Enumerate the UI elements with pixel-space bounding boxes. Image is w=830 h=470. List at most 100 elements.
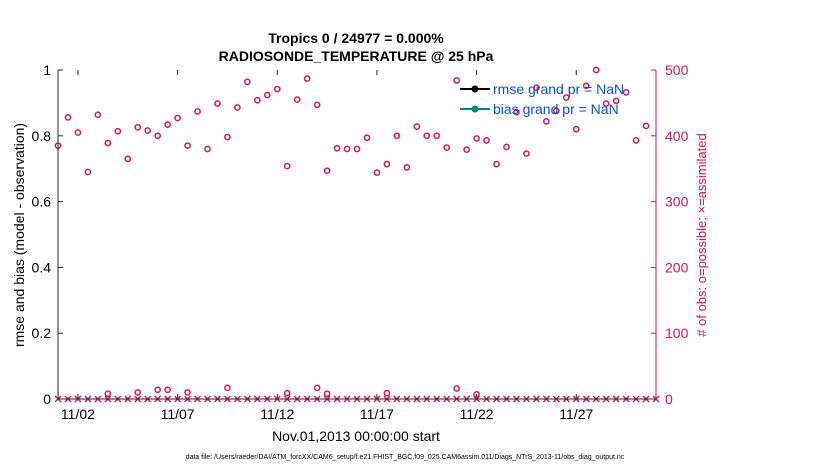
obs-possible-marker xyxy=(543,117,550,125)
y-right-tick-label: 100 xyxy=(665,325,689,341)
obs-possible-marker xyxy=(174,114,181,122)
obs-possible-marker xyxy=(253,96,261,104)
x-tick-label: 11/17 xyxy=(360,406,394,422)
legend-rmse-marker xyxy=(471,85,479,93)
x-tick-label: 11/07 xyxy=(161,406,195,422)
obs-possible-marker xyxy=(552,107,560,115)
obs-possible-marker xyxy=(293,96,301,103)
chart-title-line1: Tropics 0 / 24977 = 0.000% xyxy=(268,30,444,46)
y-left-tick-label: 0 xyxy=(43,391,51,407)
x-tick-label: 11/27 xyxy=(559,406,593,422)
obs-possible-marker xyxy=(622,89,630,96)
obs-possible-marker xyxy=(154,386,162,394)
obs-possible-marker xyxy=(84,168,92,176)
obs-possible-marker xyxy=(184,389,191,396)
legend-bias-label: bias grand pr = NaN xyxy=(493,101,619,117)
y-left-tick-label: 0.8 xyxy=(32,128,52,144)
obs-possible-marker xyxy=(94,111,102,119)
obs-possible-marker xyxy=(463,146,470,153)
obs-possible-marker xyxy=(473,391,480,398)
obs-possible-marker xyxy=(433,132,441,140)
obs-possible-marker xyxy=(513,108,520,116)
obs-possible-marker xyxy=(144,127,152,134)
obs-possible-marker xyxy=(393,132,401,140)
obs-possible-marker xyxy=(134,389,142,396)
obs-possible-marker xyxy=(323,167,331,175)
obs-possible-marker xyxy=(383,160,391,168)
obs-possible-marker xyxy=(204,145,211,153)
obs-possible-marker xyxy=(612,97,620,105)
obs-possible-marker xyxy=(194,108,201,115)
obs-possible-marker xyxy=(64,114,72,121)
obs-possible-marker xyxy=(303,75,311,82)
obs-possible-marker xyxy=(224,133,231,141)
obs-possible-marker xyxy=(313,101,321,109)
obs-possible-marker xyxy=(313,384,321,392)
obs-possible-marker xyxy=(104,139,112,147)
x-tick-label: 11/02 xyxy=(61,406,95,422)
obs-possible-marker xyxy=(453,77,461,84)
chart-title-line2: RADIOSONDE_TEMPERATURE @ 25 hPa xyxy=(219,48,494,64)
obs-possible-marker xyxy=(184,142,191,150)
obs-possible-marker xyxy=(333,144,341,152)
y-right-tick-label: 200 xyxy=(665,259,689,275)
obs-possible-marker xyxy=(323,390,331,398)
x-tick-label: 11/22 xyxy=(460,406,494,422)
y-right-tick-label: 300 xyxy=(665,194,689,210)
obs-possible-marker xyxy=(423,132,431,140)
obs-possible-marker xyxy=(443,144,451,151)
obs-possible-marker xyxy=(473,135,480,142)
obs-possible-marker xyxy=(523,150,530,157)
y-left-tick-label: 1 xyxy=(43,62,51,78)
obs-possible-marker xyxy=(283,389,291,397)
obs-possible-marker xyxy=(283,162,291,170)
obs-possible-marker xyxy=(403,164,411,171)
obs-possible-marker xyxy=(104,390,112,398)
x-tick-label: 11/12 xyxy=(260,406,294,422)
obs-possible-marker xyxy=(164,121,171,128)
obs-possible-marker xyxy=(74,129,82,136)
y-left-tick-label: 0.4 xyxy=(32,259,52,275)
y-axis-right-label: # of obs: o=possible; ×=assimilated xyxy=(694,133,709,336)
obs-possible-marker xyxy=(453,385,461,392)
obs-possible-marker xyxy=(164,386,171,394)
obs-possible-marker xyxy=(632,137,640,144)
obs-possible-marker xyxy=(224,384,231,392)
obs-possible-marker xyxy=(383,389,391,397)
y-left-tick-label: 0.2 xyxy=(32,325,52,341)
obs-possible-marker xyxy=(353,145,361,153)
obs-possible-marker xyxy=(263,91,271,99)
obs-possible-marker xyxy=(234,104,241,111)
obs-possible-marker xyxy=(562,94,570,101)
obs-possible-marker xyxy=(214,100,221,107)
footer-data-file: data file: /Users/raeder/DAI/ATM_forcXX/… xyxy=(186,454,625,461)
y-left-tick-label: 0.6 xyxy=(32,194,52,210)
obs-possible-marker xyxy=(124,155,132,163)
obs-possible-marker xyxy=(483,137,490,144)
obs-possible-marker xyxy=(273,85,281,93)
obs-possible-marker xyxy=(373,169,381,176)
legend-rmse-label: rmse grand pr = NaN xyxy=(493,81,624,97)
obs-possible-marker xyxy=(602,100,610,107)
obs-possible-marker xyxy=(343,145,351,153)
obs-possible-marker xyxy=(413,123,421,130)
y-right-tick-label: 500 xyxy=(665,62,689,78)
x-axis-label: Nov.01,2013 00:00:00 start xyxy=(272,428,440,444)
obs-possible-marker xyxy=(363,134,371,142)
obs-possible-marker xyxy=(134,123,142,131)
obs-possible-marker xyxy=(572,125,580,133)
obs-possible-marker xyxy=(244,78,251,86)
y-axis-left-label: rmse and bias (model - observation) xyxy=(11,123,27,347)
obs-possible-marker xyxy=(592,66,600,74)
y-right-tick-label: 400 xyxy=(665,128,689,144)
obs-possible-marker xyxy=(503,143,510,151)
legend: rmse grand pr = NaN bias grand pr = NaN xyxy=(460,81,624,117)
plot-area xyxy=(58,70,656,399)
obs-possible-marker xyxy=(582,82,590,90)
legend-bias-marker xyxy=(471,105,479,113)
obs-possible-marker xyxy=(114,127,122,135)
obs-possible-marker xyxy=(154,132,162,140)
obs-possible-marker xyxy=(493,160,500,168)
obs-possible-marker xyxy=(642,122,650,130)
